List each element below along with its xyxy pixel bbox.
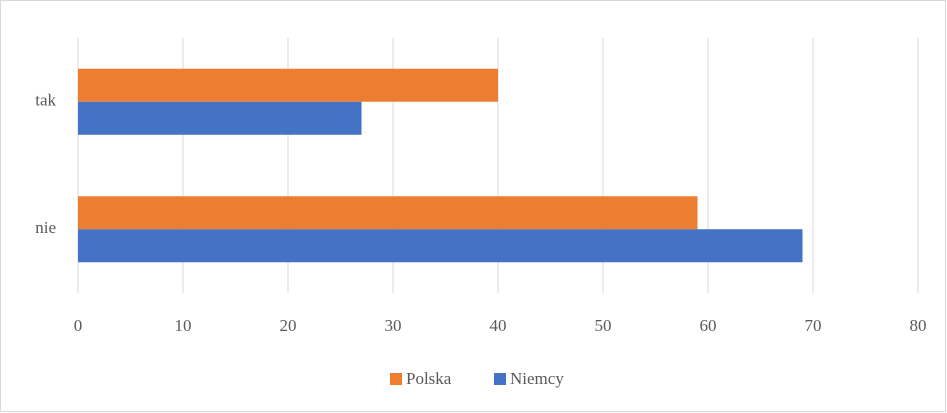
- x-tick-label: 80: [910, 316, 927, 335]
- bar: [78, 68, 498, 102]
- x-tick-label: 50: [595, 316, 612, 335]
- y-tick-label: tak: [35, 91, 56, 110]
- x-tick-label: 0: [74, 316, 83, 335]
- legend-label: Polska: [406, 369, 452, 388]
- x-tick-label: 70: [805, 316, 822, 335]
- legend-swatch: [494, 373, 506, 385]
- x-tick-label: 20: [280, 316, 297, 335]
- legend-swatch: [390, 373, 402, 385]
- legend-label: Niemcy: [510, 369, 564, 388]
- bar: [78, 196, 698, 230]
- bar: [78, 101, 362, 135]
- x-tick-label: 10: [175, 316, 192, 335]
- bar: [78, 229, 803, 263]
- x-tick-label: 30: [385, 316, 402, 335]
- x-tick-label: 40: [490, 316, 507, 335]
- y-tick-label: nie: [35, 218, 56, 237]
- x-tick-label: 60: [700, 316, 717, 335]
